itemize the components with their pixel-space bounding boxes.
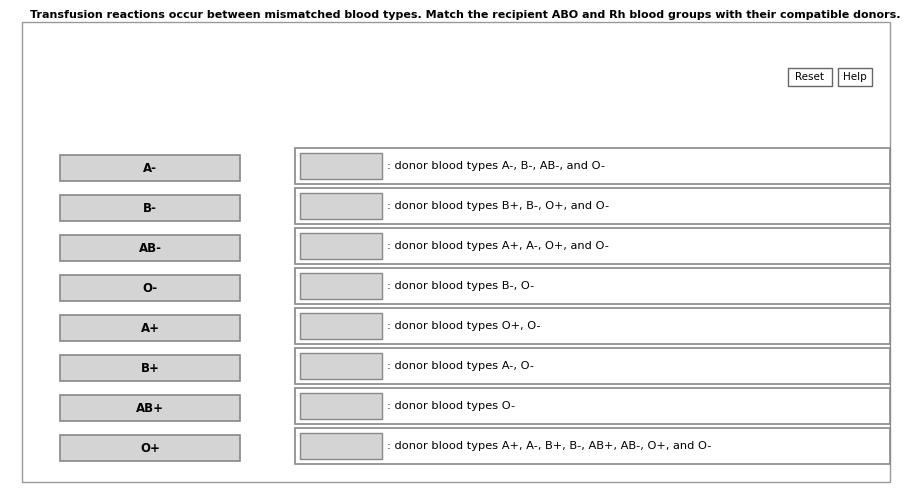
Text: A-: A- [143, 162, 157, 175]
FancyBboxPatch shape [300, 353, 382, 379]
Text: : donor blood types A+, A-, B+, B-, AB+, AB-, O+, and O-: : donor blood types A+, A-, B+, B-, AB+,… [387, 441, 711, 451]
FancyBboxPatch shape [60, 195, 240, 221]
FancyBboxPatch shape [60, 235, 240, 261]
FancyBboxPatch shape [295, 308, 890, 344]
Text: Reset: Reset [795, 72, 824, 82]
Text: Help: Help [843, 72, 867, 82]
FancyBboxPatch shape [300, 233, 382, 259]
FancyBboxPatch shape [300, 273, 382, 299]
Text: O+: O+ [140, 442, 160, 454]
Text: AB-: AB- [138, 242, 161, 255]
FancyBboxPatch shape [300, 153, 382, 179]
FancyBboxPatch shape [60, 395, 240, 421]
FancyBboxPatch shape [300, 193, 382, 219]
Text: : donor blood types A-, O-: : donor blood types A-, O- [387, 361, 534, 371]
Text: : donor blood types B-, O-: : donor blood types B-, O- [387, 281, 534, 291]
FancyBboxPatch shape [788, 68, 832, 86]
Text: : donor blood types O-: : donor blood types O- [387, 401, 515, 411]
Text: B-: B- [143, 202, 157, 215]
FancyBboxPatch shape [60, 155, 240, 181]
FancyBboxPatch shape [295, 268, 890, 304]
Text: : donor blood types A-, B-, AB-, and O-: : donor blood types A-, B-, AB-, and O- [387, 161, 605, 171]
FancyBboxPatch shape [300, 433, 382, 459]
FancyBboxPatch shape [838, 68, 872, 86]
Text: : donor blood types O+, O-: : donor blood types O+, O- [387, 321, 540, 331]
Text: A+: A+ [140, 322, 159, 334]
FancyBboxPatch shape [60, 315, 240, 341]
Text: Transfusion reactions occur between mismatched blood types. Match the recipient : Transfusion reactions occur between mism… [30, 10, 900, 20]
FancyBboxPatch shape [22, 22, 890, 482]
FancyBboxPatch shape [60, 435, 240, 461]
Text: AB+: AB+ [136, 402, 164, 414]
FancyBboxPatch shape [295, 388, 890, 424]
FancyBboxPatch shape [300, 313, 382, 339]
FancyBboxPatch shape [60, 355, 240, 381]
FancyBboxPatch shape [295, 228, 890, 264]
FancyBboxPatch shape [300, 393, 382, 419]
FancyBboxPatch shape [295, 188, 890, 224]
FancyBboxPatch shape [295, 348, 890, 384]
Text: O-: O- [142, 282, 158, 294]
FancyBboxPatch shape [295, 148, 890, 184]
Text: B+: B+ [140, 362, 159, 374]
Text: : donor blood types B+, B-, O+, and O-: : donor blood types B+, B-, O+, and O- [387, 201, 609, 211]
Text: : donor blood types A+, A-, O+, and O-: : donor blood types A+, A-, O+, and O- [387, 241, 609, 251]
FancyBboxPatch shape [60, 275, 240, 301]
FancyBboxPatch shape [295, 428, 890, 464]
